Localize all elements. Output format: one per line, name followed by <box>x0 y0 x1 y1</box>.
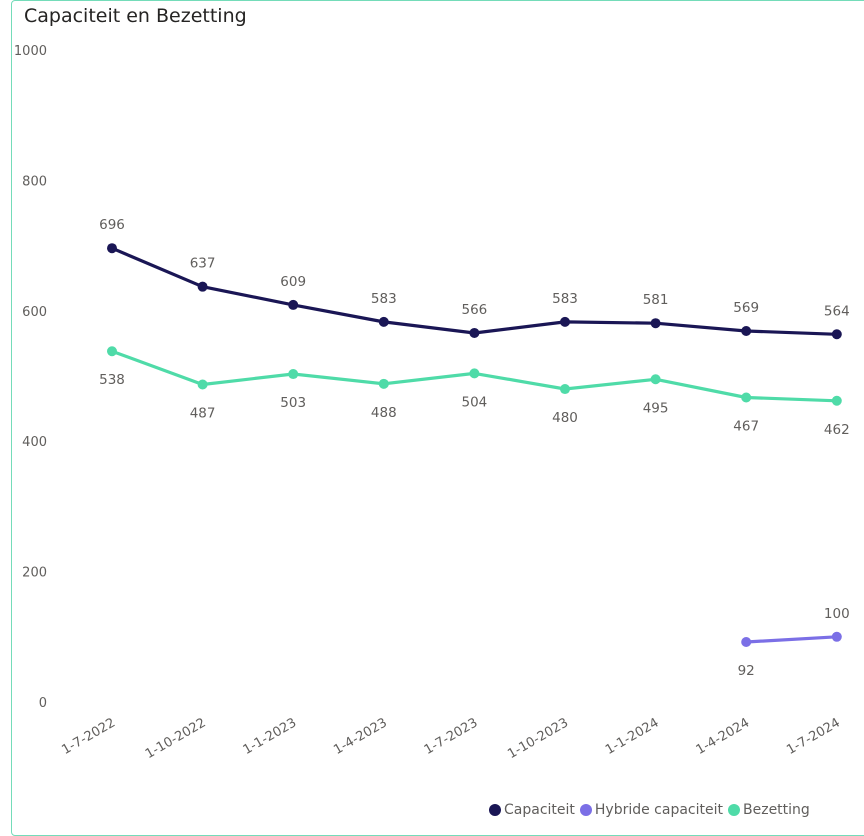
capaciteit-data-label: 566 <box>462 302 488 318</box>
x-tick-label: 1-1-2023 <box>241 715 300 757</box>
chart-title: Capaciteit en Bezetting <box>24 5 247 27</box>
bezetting-point <box>741 392 752 403</box>
hybride-capaciteit-point <box>831 631 842 642</box>
legend-label: Capaciteit <box>504 802 575 818</box>
hybride-capaciteit-data-label: 100 <box>824 606 850 622</box>
capaciteit-point <box>469 327 480 338</box>
capaciteit-data-label: 564 <box>824 303 850 319</box>
y-tick-label: 1000 <box>14 44 47 59</box>
x-tick-label: 1-10-2022 <box>143 715 209 762</box>
y-tick-label: 400 <box>22 435 47 450</box>
hybride-capaciteit-point <box>741 637 752 648</box>
bezetting-data-label: 467 <box>733 419 759 435</box>
legend-label: Hybride capaciteit <box>594 802 723 818</box>
capaciteit-point <box>197 281 208 292</box>
capaciteit-line <box>110 246 839 336</box>
bezetting-point <box>560 384 570 395</box>
bezetting-point <box>469 368 480 379</box>
capaciteit-data-label: 581 <box>643 292 669 308</box>
capaciteit-point <box>650 318 661 329</box>
chart-legend: Capaciteit Hybride capaciteit Bezetting <box>489 800 815 820</box>
capaciteit-point <box>560 316 570 327</box>
bezetting-point <box>288 369 299 380</box>
y-tick-label: 600 <box>22 305 47 320</box>
x-tick-label: 1-4-2023 <box>331 715 390 757</box>
x-tick-label: 1-7-2024 <box>784 715 843 757</box>
bezetting-point <box>378 378 389 389</box>
x-tick-label: 1-7-2022 <box>59 715 118 757</box>
bezetting-data-label: 480 <box>552 410 578 426</box>
bezetting-point <box>197 379 208 390</box>
capaciteit-point <box>831 329 842 340</box>
capaciteit-data-label: 637 <box>190 256 216 272</box>
legend-label: Bezetting <box>743 802 810 818</box>
x-tick-label: 1-4-2024 <box>694 715 753 757</box>
legend-marker-icon <box>579 804 592 816</box>
hybride-capaciteit-data-label: 92 <box>738 663 755 679</box>
y-tick-label: 0 <box>39 696 47 711</box>
capaciteit-data-label: 583 <box>552 291 578 307</box>
legend-item-hybride-capaciteit[interactable]: Hybride capaciteit <box>579 802 723 818</box>
x-tick-label: 1-1-2024 <box>603 715 662 757</box>
y-tick-label: 800 <box>22 174 47 189</box>
capaciteit-point <box>378 316 389 327</box>
bezetting-data-label: 462 <box>824 422 850 438</box>
bezetting-point <box>650 374 661 385</box>
chart-card <box>11 0 864 836</box>
capaciteit-point <box>288 299 299 310</box>
capaciteit-data-label: 569 <box>733 300 759 316</box>
bezetting-data-label: 504 <box>462 394 488 410</box>
capaciteit-point <box>107 243 117 254</box>
legend-marker-icon <box>728 804 740 816</box>
bezetting-data-label: 487 <box>190 405 216 421</box>
bezetting-data-label: 495 <box>643 400 669 416</box>
legend-item-bezetting[interactable]: Bezetting <box>728 802 810 818</box>
bezetting-data-label: 503 <box>280 395 306 411</box>
x-tick-label: 1-7-2023 <box>422 715 481 757</box>
capaciteit-data-label: 609 <box>280 274 306 290</box>
bezetting-data-label: 488 <box>371 405 397 421</box>
legend-marker-icon <box>489 804 501 816</box>
capaciteit-point <box>741 326 752 337</box>
bezetting-data-label: 538 <box>99 372 125 388</box>
y-tick-label: 200 <box>22 566 47 581</box>
bezetting-point <box>107 346 117 357</box>
bezetting-point <box>831 395 842 406</box>
hybride-capaciteit-line <box>744 635 839 644</box>
capaciteit-data-label: 696 <box>99 217 125 233</box>
legend-item-capaciteit[interactable]: Capaciteit <box>489 802 575 818</box>
capaciteit-data-label: 583 <box>371 291 397 307</box>
x-tick-label: 1-10-2023 <box>505 715 571 762</box>
